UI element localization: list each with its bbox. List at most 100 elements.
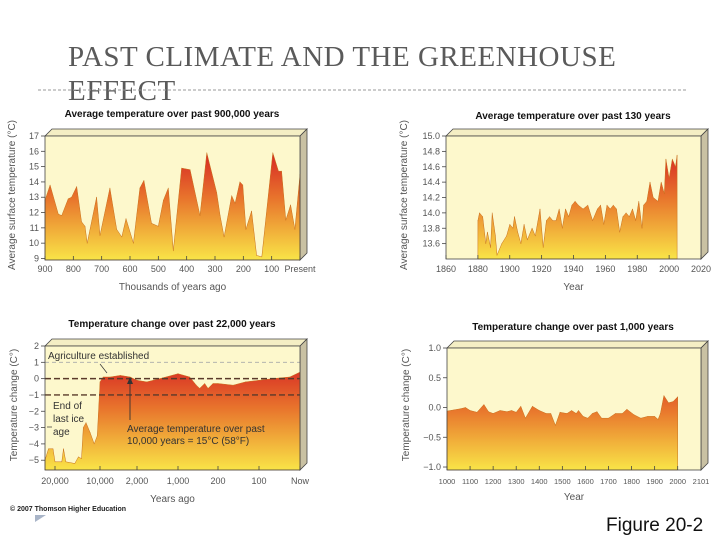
data-point [485,243,487,245]
frame-top-face [44,128,308,137]
data-point [509,224,511,225]
data-point [483,404,485,405]
x-tick-label: 1860 [436,264,456,274]
data-point [526,239,528,241]
x-tick-label: 700 [94,264,109,274]
data-point [285,219,287,221]
annotation-average: 10,000 years = 15°C (58°F) [127,436,249,447]
y-tick-label: 0 [34,374,39,384]
data-point [482,216,484,218]
data-point [207,388,209,389]
data-point [616,208,617,210]
data-point [116,229,118,230]
data-point [146,381,148,383]
x-tick-label: 2000 [669,477,686,486]
figure-label: Figure 20-2 [606,515,704,536]
data-point [663,395,665,396]
data-point [501,243,503,245]
data-point [545,413,547,414]
data-point [561,227,563,229]
y-axis-label: Temperature change (C°) [9,349,20,461]
data-point [496,254,498,256]
data-point [520,243,522,245]
y-tick-label: −1 [29,390,39,400]
data-point [491,212,493,214]
data-point [96,435,98,437]
x-tick-label: 1400 [531,477,548,486]
x-tick-label: 600 [122,264,137,274]
x-tick-label: 500 [151,264,166,274]
data-point [550,413,552,414]
x-tick-label: 1900 [646,477,663,486]
data-point [676,154,678,156]
y-tick-label: 14.8 [422,146,440,156]
x-tick-label: 1,000 [167,476,190,486]
y-tick-label: −2 [29,406,39,416]
data-point [542,247,544,248]
data-point [290,204,291,206]
y-tick-label: 11 [30,223,39,233]
data-point [204,383,206,384]
y-tick-label: 13.6 [422,239,440,249]
x-tick-label: 400 [179,264,194,274]
frame-top-face [446,340,709,349]
y-tick-label: −0.5 [423,432,441,442]
data-point [245,229,247,230]
data-point [606,204,608,206]
y-tick-label: 0.0 [428,403,441,413]
data-point [151,222,152,224]
x-tick-label: 2000 [659,264,679,274]
data-point [93,443,95,445]
data-point [479,212,480,214]
data-point [256,255,257,256]
x-tick-label: 1700 [600,477,617,486]
data-point [657,200,659,202]
data-point [294,229,296,230]
x-tick-label: 2,000 [126,476,149,486]
data-point [65,461,67,463]
data-point [163,199,164,201]
data-point [133,242,134,244]
data-point [234,203,236,204]
data-point [219,215,221,217]
data-point [76,186,78,187]
data-point [657,419,659,420]
data-point [206,152,208,154]
y-tick-label: −4 [29,439,39,449]
data-point [99,235,101,236]
data-point [578,410,579,411]
data-point [663,193,665,195]
data-point [626,408,628,410]
y-tick-label: 1 [34,357,39,367]
y-tick-label: 12 [29,208,39,218]
data-point [609,208,611,210]
data-point [199,388,201,389]
y-tick-label: −5 [29,455,39,465]
data-point [159,378,161,379]
data-point [499,410,501,411]
data-point [587,417,589,419]
annotation-ice-age: End of [53,401,82,412]
x-tick-label: 1100 [462,477,478,486]
y-tick-label: 15.0 [422,131,440,141]
data-point [54,461,56,463]
data-point [672,401,674,402]
data-point [539,208,541,210]
data-point [476,411,478,413]
x-tick-label: 1200 [485,477,502,486]
data-point [278,170,279,172]
data-point [81,458,82,459]
data-point [453,409,455,411]
x-tick-label: 300 [207,264,222,274]
data-point [675,166,676,168]
data-point [195,384,197,386]
y-tick-label: 16 [29,146,39,156]
data-point [232,384,234,386]
data-point [216,192,218,194]
frame-side-face [700,128,709,260]
chart-title: Average temperature over past 900,000 ye… [65,109,280,120]
y-tick-label: 0.5 [428,373,441,383]
data-point [549,216,550,218]
data-point [532,405,533,407]
data-point [109,376,111,378]
